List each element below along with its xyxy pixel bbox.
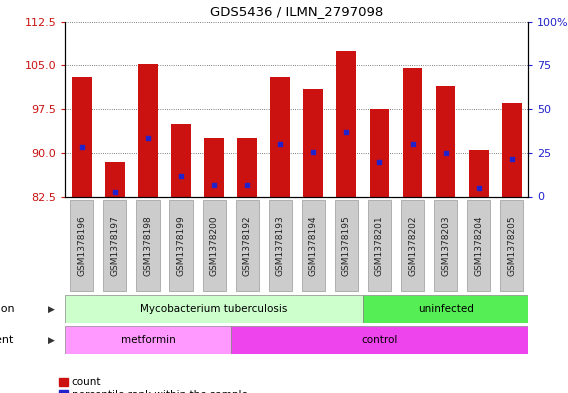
Text: Mycobacterium tuberculosis: Mycobacterium tuberculosis: [140, 304, 288, 314]
Bar: [237, 138, 257, 196]
Text: infection: infection: [0, 304, 14, 314]
FancyBboxPatch shape: [401, 200, 424, 291]
Bar: [270, 77, 290, 196]
Title: GDS5436 / ILMN_2797098: GDS5436 / ILMN_2797098: [210, 5, 383, 18]
FancyBboxPatch shape: [203, 200, 225, 291]
FancyBboxPatch shape: [500, 200, 523, 291]
Text: GSM1378192: GSM1378192: [243, 215, 252, 276]
Text: GSM1378200: GSM1378200: [210, 215, 219, 276]
Text: ▶: ▶: [48, 336, 55, 344]
Point: [210, 182, 219, 188]
Text: GSM1378201: GSM1378201: [375, 215, 384, 276]
FancyBboxPatch shape: [169, 200, 193, 291]
FancyBboxPatch shape: [269, 200, 292, 291]
Text: GSM1378203: GSM1378203: [441, 215, 450, 276]
Bar: [336, 51, 356, 196]
Bar: [138, 64, 158, 196]
Bar: [105, 162, 125, 196]
Bar: [171, 124, 191, 196]
FancyBboxPatch shape: [368, 200, 391, 291]
Point: [144, 135, 153, 141]
FancyBboxPatch shape: [302, 200, 325, 291]
Text: control: control: [361, 335, 398, 345]
Text: GSM1378198: GSM1378198: [144, 215, 152, 276]
Bar: [469, 150, 488, 196]
Bar: [403, 68, 423, 196]
Point: [342, 129, 351, 136]
FancyBboxPatch shape: [467, 200, 490, 291]
Bar: [65, 326, 231, 354]
FancyBboxPatch shape: [103, 200, 127, 291]
Text: metformin: metformin: [120, 335, 176, 345]
Bar: [204, 138, 224, 196]
Text: GSM1378199: GSM1378199: [177, 215, 186, 276]
Point: [243, 182, 252, 188]
Point: [408, 141, 417, 147]
Bar: [303, 89, 323, 196]
Point: [77, 144, 86, 150]
Text: ▶: ▶: [48, 305, 55, 314]
Text: GSM1378194: GSM1378194: [309, 215, 318, 276]
Point: [441, 150, 450, 156]
FancyBboxPatch shape: [70, 200, 93, 291]
Point: [375, 158, 384, 165]
Text: agent: agent: [0, 335, 14, 345]
Text: GSM1378195: GSM1378195: [342, 215, 351, 276]
Point: [110, 189, 119, 196]
Text: GSM1378202: GSM1378202: [408, 215, 417, 276]
Text: GSM1378193: GSM1378193: [275, 215, 285, 276]
Bar: [72, 77, 92, 196]
Point: [309, 149, 318, 155]
Text: GSM1378197: GSM1378197: [110, 215, 119, 276]
FancyBboxPatch shape: [335, 200, 358, 291]
Text: uninfected: uninfected: [417, 304, 474, 314]
Text: GSM1378204: GSM1378204: [474, 215, 483, 276]
Text: GSM1378205: GSM1378205: [507, 215, 516, 276]
Point: [474, 185, 483, 191]
Bar: [363, 295, 528, 323]
Point: [275, 141, 285, 147]
Bar: [231, 326, 528, 354]
Bar: [436, 86, 456, 196]
Point: [177, 173, 186, 179]
FancyBboxPatch shape: [236, 200, 259, 291]
Bar: [65, 295, 363, 323]
FancyBboxPatch shape: [136, 200, 160, 291]
Legend: count, percentile rank within the sample: count, percentile rank within the sample: [59, 377, 248, 393]
Bar: [502, 103, 521, 196]
Point: [507, 156, 516, 162]
FancyBboxPatch shape: [434, 200, 457, 291]
Bar: [370, 109, 390, 196]
Text: GSM1378196: GSM1378196: [77, 215, 86, 276]
